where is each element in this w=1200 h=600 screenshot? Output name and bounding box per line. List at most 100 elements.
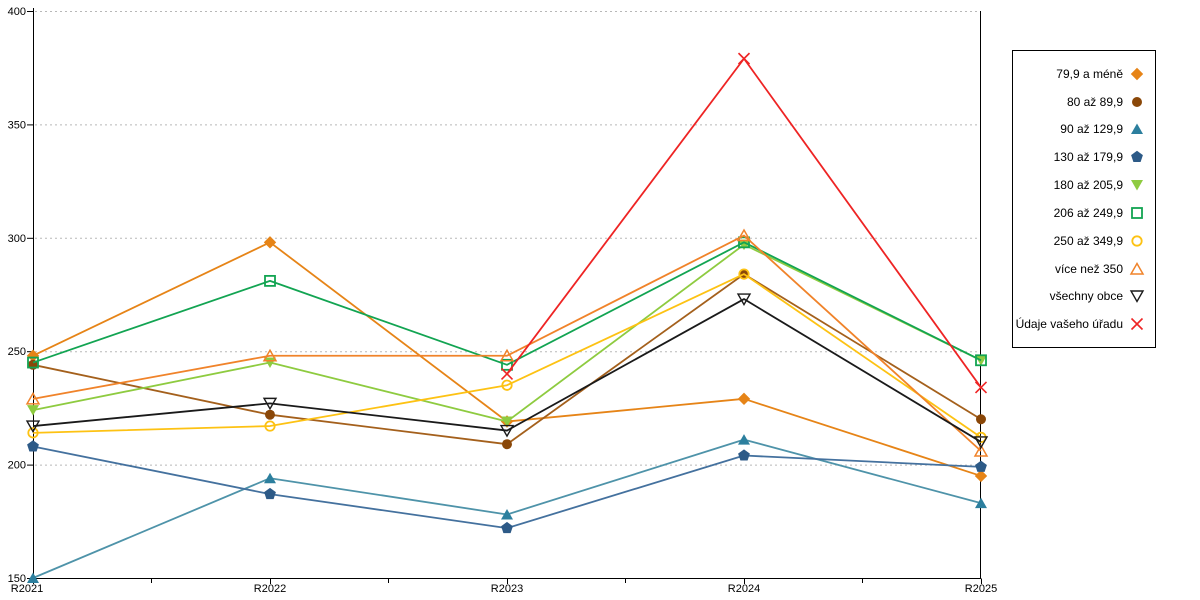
legend-label: 80 až 89,9 bbox=[1066, 94, 1123, 109]
square-hollow-icon bbox=[501, 358, 513, 371]
circle-hollow-icon bbox=[264, 420, 276, 432]
triangle-down-hollow-icon bbox=[262, 397, 278, 411]
legend-item: více než 350 bbox=[1013, 261, 1155, 277]
x-tick-label: R2024 bbox=[728, 583, 760, 595]
x-cross-icon bbox=[1130, 318, 1144, 331]
x-cross-icon bbox=[500, 367, 514, 380]
y-tick-label: 400 bbox=[8, 6, 26, 18]
legend-label: 130 až 179,9 bbox=[1053, 150, 1123, 165]
circle-filled-icon bbox=[1132, 96, 1142, 107]
legend-triangle-down-filled-icon bbox=[1131, 180, 1143, 191]
triangle-up-filled-icon bbox=[264, 472, 276, 484]
triangle-up-filled-icon bbox=[975, 497, 987, 509]
triangle-up-hollow-icon bbox=[973, 443, 989, 457]
series-line-5 bbox=[32, 241, 982, 366]
triangle-up-hollow-icon bbox=[1129, 261, 1145, 275]
pentagon-filled-icon bbox=[264, 487, 276, 500]
y-tick-label: 300 bbox=[8, 233, 26, 245]
square-hollow-icon bbox=[27, 356, 39, 369]
square-hollow-icon bbox=[264, 274, 276, 287]
y-tick-label: 150 bbox=[8, 573, 26, 585]
legend-label: více než 350 bbox=[1054, 261, 1123, 276]
legend-circle-filled-icon bbox=[1132, 96, 1142, 107]
series-line-7 bbox=[32, 234, 982, 452]
circle-hollow-icon bbox=[1131, 235, 1143, 247]
legend-item: 79,9 a méně bbox=[1013, 66, 1155, 82]
legend-label: 250 až 349,9 bbox=[1053, 233, 1123, 248]
legend-triangle-down-hollow-icon bbox=[1129, 290, 1145, 304]
triangle-up-filled-icon bbox=[27, 572, 39, 583]
square-hollow-icon bbox=[975, 354, 987, 367]
circle-hollow-icon bbox=[27, 427, 39, 439]
triangle-down-hollow-icon bbox=[973, 436, 989, 449]
diamond-filled-icon bbox=[737, 392, 751, 406]
legend-item: 90 až 129,9 bbox=[1013, 121, 1155, 137]
legend-item: 206 až 249,9 bbox=[1013, 205, 1155, 221]
legend-box: 79,9 a méně 80 až 89,9 90 až 129,9 130 až 1… bbox=[1012, 50, 1156, 348]
y-tick-label: 250 bbox=[8, 346, 26, 358]
x-tick-label: R2023 bbox=[491, 583, 523, 595]
legend-label: všechny obce bbox=[1049, 289, 1123, 304]
legend-square-hollow-icon bbox=[1131, 206, 1143, 219]
legend-label: Údaje vašeho úřadu bbox=[1015, 317, 1123, 332]
legend-item: 80 až 89,9 bbox=[1013, 94, 1155, 110]
triangle-up-hollow-icon bbox=[25, 391, 41, 405]
x-cross-icon bbox=[974, 381, 988, 394]
x-tick-label: R2022 bbox=[254, 583, 286, 595]
pentagon-filled-icon bbox=[501, 521, 513, 534]
square-hollow-icon bbox=[738, 236, 750, 249]
legend-item: 250 až 349,9 bbox=[1013, 233, 1155, 249]
legend-label: 79,9 a méně bbox=[1056, 66, 1123, 81]
pentagon-filled-icon bbox=[27, 440, 39, 452]
legend-item: Údaje vašeho úřadu bbox=[1013, 316, 1155, 332]
diamond-filled-icon bbox=[26, 349, 40, 362]
diamond-filled-icon bbox=[1130, 67, 1144, 81]
triangle-down-filled-icon bbox=[501, 416, 513, 428]
circle-filled-icon bbox=[976, 414, 986, 425]
x-cross-icon bbox=[737, 52, 751, 65]
triangle-down-filled-icon bbox=[1131, 180, 1143, 191]
triangle-down-hollow-icon bbox=[1129, 290, 1145, 304]
diamond-filled-icon bbox=[263, 236, 277, 249]
pentagon-filled-icon bbox=[1131, 151, 1143, 163]
series-line-9 bbox=[506, 57, 982, 389]
legend-x-cross-icon bbox=[1130, 318, 1144, 331]
triangle-up-filled-icon bbox=[1131, 123, 1143, 135]
circle-filled-icon bbox=[265, 409, 275, 420]
x-tick-label: R2025 bbox=[965, 583, 997, 595]
circle-hollow-icon bbox=[501, 379, 513, 391]
circle-hollow-icon bbox=[738, 268, 750, 280]
legend-pentagon-filled-icon bbox=[1131, 151, 1143, 163]
triangle-up-hollow-icon bbox=[736, 228, 752, 242]
square-hollow-icon bbox=[1131, 206, 1143, 219]
triangle-down-filled-icon bbox=[27, 405, 39, 416]
legend-triangle-up-hollow-icon bbox=[1129, 261, 1145, 275]
triangle-up-hollow-icon bbox=[499, 348, 515, 362]
triangle-down-hollow-icon bbox=[499, 424, 515, 438]
legend-label: 180 až 205,9 bbox=[1053, 178, 1123, 193]
triangle-down-hollow-icon bbox=[25, 420, 41, 433]
legend-triangle-up-filled-icon bbox=[1131, 123, 1143, 135]
triangle-up-filled-icon bbox=[738, 434, 750, 445]
legend-item: 130 až 179,9 bbox=[1013, 149, 1155, 165]
legend-label: 90 až 129,9 bbox=[1060, 122, 1123, 137]
x-tick-label: R2021 bbox=[11, 583, 43, 595]
series-line-6 bbox=[32, 273, 982, 439]
triangle-down-hollow-icon bbox=[736, 293, 752, 306]
series-line-8 bbox=[32, 298, 982, 443]
diamond-filled-icon bbox=[974, 469, 988, 483]
pentagon-filled-icon bbox=[738, 449, 750, 461]
legend-item: 180 až 205,9 bbox=[1013, 177, 1155, 193]
pentagon-filled-icon bbox=[975, 460, 987, 472]
legend-item: všechny obce bbox=[1013, 288, 1155, 304]
legend-label: 206 až 249,9 bbox=[1053, 205, 1123, 220]
y-tick-label: 200 bbox=[8, 460, 26, 472]
triangle-up-hollow-icon bbox=[262, 348, 278, 362]
triangle-up-filled-icon bbox=[501, 508, 513, 520]
circle-filled-icon bbox=[502, 439, 512, 450]
triangle-down-filled-icon bbox=[738, 239, 750, 251]
y-tick-label: 350 bbox=[8, 119, 26, 131]
legend-circle-hollow-icon bbox=[1131, 235, 1143, 247]
legend-diamond-filled-icon bbox=[1130, 67, 1144, 81]
